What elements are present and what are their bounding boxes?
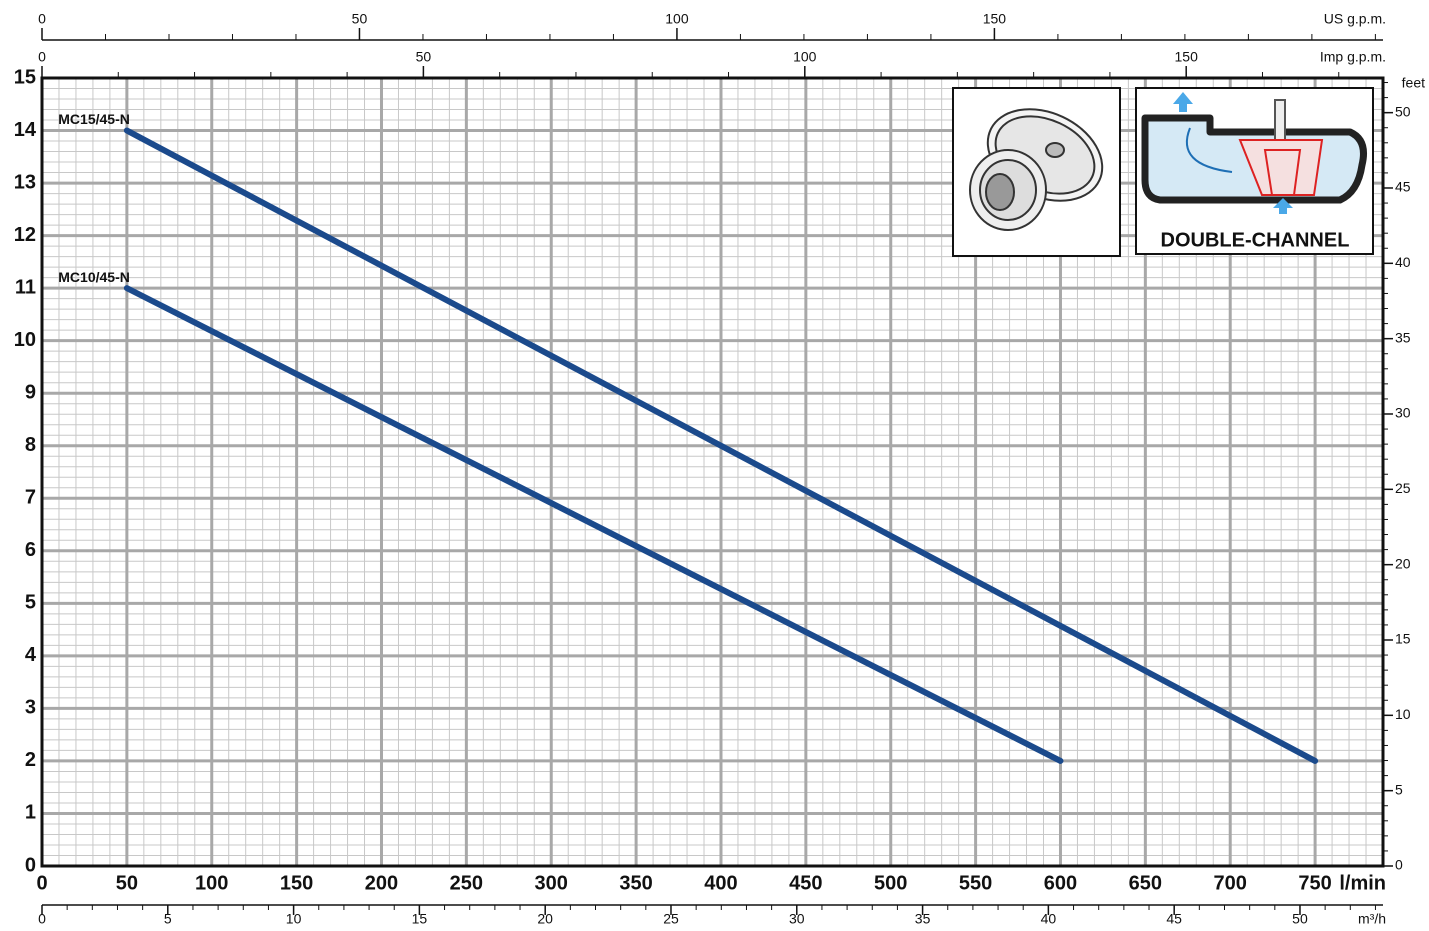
y-tick-label: 12 xyxy=(14,224,36,246)
bottom-tick-label: 25 xyxy=(663,911,679,927)
y-tick-label: 4 xyxy=(25,644,37,666)
x-tick-label: 0 xyxy=(36,872,47,894)
y-tick-label: 10 xyxy=(14,329,36,351)
x-tick-label: 200 xyxy=(365,872,398,894)
bottom-tick-label: 35 xyxy=(915,911,931,927)
bottom-tick-label: 10 xyxy=(286,911,302,927)
x-tick-label: 600 xyxy=(1044,872,1077,894)
y2-tick-label: 45 xyxy=(1395,179,1411,195)
bottom-tick-label: 15 xyxy=(412,911,428,927)
bottom-tick-label: 50 xyxy=(1292,911,1308,927)
grid xyxy=(40,76,1384,868)
y-tick-label: 7 xyxy=(25,487,36,509)
y-tick-label: 14 xyxy=(14,119,37,141)
top-axis-label: US g.p.m. xyxy=(1324,11,1386,27)
y2-tick-label: 25 xyxy=(1395,480,1411,496)
y-tick-label: 11 xyxy=(15,276,36,298)
y-tick-label: 15 xyxy=(14,66,36,88)
y2-tick-label: 5 xyxy=(1395,781,1403,797)
bottom-axis-label: m³/h xyxy=(1358,911,1386,927)
top-tick-label: 50 xyxy=(352,11,368,27)
series-line xyxy=(123,127,1319,764)
bottom-tick-label: 30 xyxy=(789,911,805,927)
plot: 0 50 100 150 200 250 300 350 400 450 500 550 600 650 7… xyxy=(14,11,1425,927)
x-tick-label: 350 xyxy=(619,872,652,894)
y-tick-label: 2 xyxy=(25,749,36,771)
y2-axis-label: feet xyxy=(1402,75,1425,91)
y-tick-label: 13 xyxy=(14,171,36,193)
bottom-tick-label: 0 xyxy=(38,911,46,927)
top-tick-label: 50 xyxy=(416,49,432,65)
y-tick-label: 0 xyxy=(25,854,36,876)
y2-tick-label: 35 xyxy=(1395,329,1411,345)
x-tick-label: 250 xyxy=(450,872,483,894)
x-tick-label: 450 xyxy=(789,872,822,894)
x-tick-label: 50 xyxy=(116,872,138,894)
x-tick-label: 550 xyxy=(959,872,992,894)
y2-tick-label: 50 xyxy=(1395,103,1411,119)
bottom-tick-label: 40 xyxy=(1041,911,1057,927)
double-channel-illustration xyxy=(1141,92,1367,214)
plot-border xyxy=(40,76,1385,868)
y2-tick-label: 30 xyxy=(1395,405,1411,421)
top-tick-label: 100 xyxy=(665,11,689,27)
bottom-tick-label: 45 xyxy=(1166,911,1182,927)
top-tick-label: 150 xyxy=(1175,49,1199,65)
y2-tick-label: 40 xyxy=(1395,254,1411,270)
series-label: MC15/45-N xyxy=(58,111,130,127)
inset-label: DOUBLE-CHANNEL xyxy=(1161,229,1350,251)
x-axis-label: l/min xyxy=(1339,872,1386,894)
x-tick-label: 100 xyxy=(195,872,228,894)
x-tick-label: 500 xyxy=(874,872,907,894)
y2-tick-label: 10 xyxy=(1395,706,1411,722)
x-tick-label: 650 xyxy=(1129,872,1162,894)
top-axis-label: Imp g.p.m. xyxy=(1320,49,1386,65)
x-tick-label: 150 xyxy=(280,872,313,894)
x-tick-label: 750 xyxy=(1298,872,1331,894)
impeller-illustration xyxy=(969,108,1104,231)
bottom-tick-label: 20 xyxy=(537,911,553,927)
y-tick-label: 8 xyxy=(25,434,36,456)
x-tick-label: 300 xyxy=(535,872,568,894)
series-line xyxy=(123,285,1064,764)
bottom-tick-label: 5 xyxy=(164,911,172,927)
insets: DOUBLE-CHANNEL xyxy=(952,87,1374,257)
y-tick-label: 5 xyxy=(25,592,36,614)
y-tick-label: 3 xyxy=(25,697,36,719)
top-tick-label: 100 xyxy=(793,49,817,65)
y-tick-label: 1 xyxy=(25,802,36,824)
y-tick-label: 6 xyxy=(25,539,36,561)
y2-tick-label: 20 xyxy=(1395,555,1411,571)
series-label: MC10/45-N xyxy=(58,269,130,285)
top-tick-label: 0 xyxy=(38,11,46,27)
y-tick-label: 9 xyxy=(25,381,36,403)
top-tick-label: 0 xyxy=(38,49,46,65)
x-tick-label: 400 xyxy=(704,872,737,894)
x-tick-label: 700 xyxy=(1214,872,1247,894)
y2-tick-label: 15 xyxy=(1395,631,1411,647)
y2-tick-label: 0 xyxy=(1395,857,1403,873)
top-tick-label: 150 xyxy=(983,11,1007,27)
